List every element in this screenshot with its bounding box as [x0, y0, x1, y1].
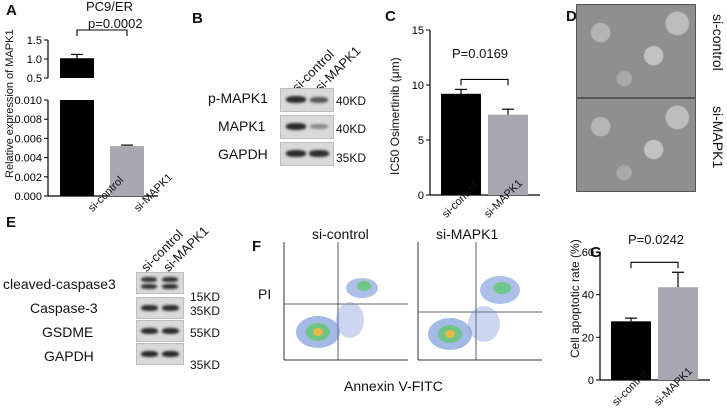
significance-bracket	[630, 261, 679, 269]
panel-e-row-label: GSDME	[42, 324, 94, 340]
panel-g-pvalue: P=0.0242	[628, 232, 685, 247]
panel-label-c: C	[385, 8, 396, 25]
y-tick-label: 10	[412, 80, 424, 92]
panel-e-kd: 15KD	[190, 290, 221, 304]
bar-si-control-upper	[60, 58, 94, 78]
panel-label-b: B	[192, 10, 203, 27]
panel-f-flow-plots	[283, 242, 542, 361]
panel-d-top-label: si-control	[710, 14, 726, 71]
panel-b-kd: 40KD	[336, 122, 367, 136]
panel-b-row-label: MAPK1	[218, 118, 266, 134]
panel-b-blot-pmapk1	[280, 88, 334, 112]
y-tick-label: 1.5	[27, 35, 42, 47]
flow-plot-si-control	[283, 242, 408, 361]
panel-e-kd: 35KD	[190, 358, 221, 372]
panel-b-kd: 40KD	[336, 94, 367, 108]
panel-label-a: A	[6, 2, 17, 19]
panel-label-e: E	[6, 214, 17, 231]
y-tick-label: 0	[588, 375, 594, 387]
panel-f-title-1: si-control	[312, 226, 369, 242]
y-tick-label: 60	[582, 247, 594, 259]
y-tick-label: 20	[582, 332, 594, 344]
y-tick-label: 15	[412, 25, 424, 37]
bar-si-control-lower	[60, 100, 94, 196]
panel-a-bar-chart: 0.5 1.0 1.5 0.000 0.002 0.004 0.006 0.008 0.010	[14, 29, 158, 203]
panel-b-kd: 35KD	[336, 151, 367, 165]
micrograph-si-mapk1	[576, 98, 696, 192]
panel-label-g: G	[590, 244, 602, 261]
panel-f-title-2: si-MAPK1	[436, 226, 499, 242]
panel-c-bar-chart: 0 5 10 15	[412, 25, 540, 202]
panel-a-title: PC9/ER	[86, 0, 133, 14]
y-tick-label: 0.000	[14, 191, 42, 203]
panel-b-blot-mapk1	[280, 115, 334, 139]
bar-si-MAPK1	[658, 287, 698, 380]
panel-b-row-label: GAPDH	[218, 146, 268, 162]
y-tick-label: 5	[418, 135, 424, 147]
y-tick-label: 1.0	[27, 54, 42, 66]
micrograph-si-control	[576, 4, 696, 98]
flow-plot-si-mapk1	[417, 242, 542, 361]
significance-bracket	[76, 29, 128, 36]
y-tick-label: 0.010	[14, 95, 42, 107]
panel-e-blot-gsdme	[136, 320, 184, 342]
y-tick-label: 0.004	[14, 153, 42, 165]
panel-d-bottom-label: si-MAPK1	[710, 106, 726, 169]
panel-b-row-label: p-MAPK1	[208, 90, 268, 106]
y-tick-label: 0.006	[14, 133, 42, 145]
panel-e-blot-gapdh	[136, 343, 184, 365]
panel-f-xlabel: Annexin V-FITC	[344, 378, 443, 394]
panel-a-pvalue: p=0.0002	[88, 16, 143, 31]
y-tick-label: 0.008	[14, 114, 42, 126]
panel-e-row-label: Caspase-3	[30, 300, 98, 316]
y-tick-label: 0.5	[27, 73, 42, 85]
bar-si-control	[611, 321, 651, 380]
panel-label-d: D	[566, 8, 577, 25]
bar-si-control	[441, 93, 481, 195]
panel-g-bar-chart: 0 20 40 60	[582, 247, 710, 387]
panel-e-kd: 35KD	[190, 304, 221, 318]
y-tick-label: 0.002	[14, 172, 42, 184]
panel-e-blot-caspase3	[136, 297, 184, 319]
panel-e-blot-cleaved-caspase3	[136, 272, 184, 294]
bar-si-MAPK1	[110, 146, 144, 196]
panel-f-ylabel: PI	[258, 286, 272, 302]
panel-label-f: F	[252, 238, 262, 255]
panel-c-pvalue: P=0.0169	[452, 46, 509, 61]
bar-si-MAPK1	[488, 114, 528, 195]
panel-e-kd: 55KD	[190, 326, 221, 340]
significance-bracket	[460, 78, 509, 86]
panel-e-row-label: GAPDH	[44, 348, 94, 364]
y-tick-label: 40	[582, 290, 594, 302]
panel-e-row-label: cleaved-caspase3	[3, 276, 116, 292]
panel-b-blot-gapdh	[280, 142, 334, 166]
y-tick-label: 0	[418, 190, 424, 202]
